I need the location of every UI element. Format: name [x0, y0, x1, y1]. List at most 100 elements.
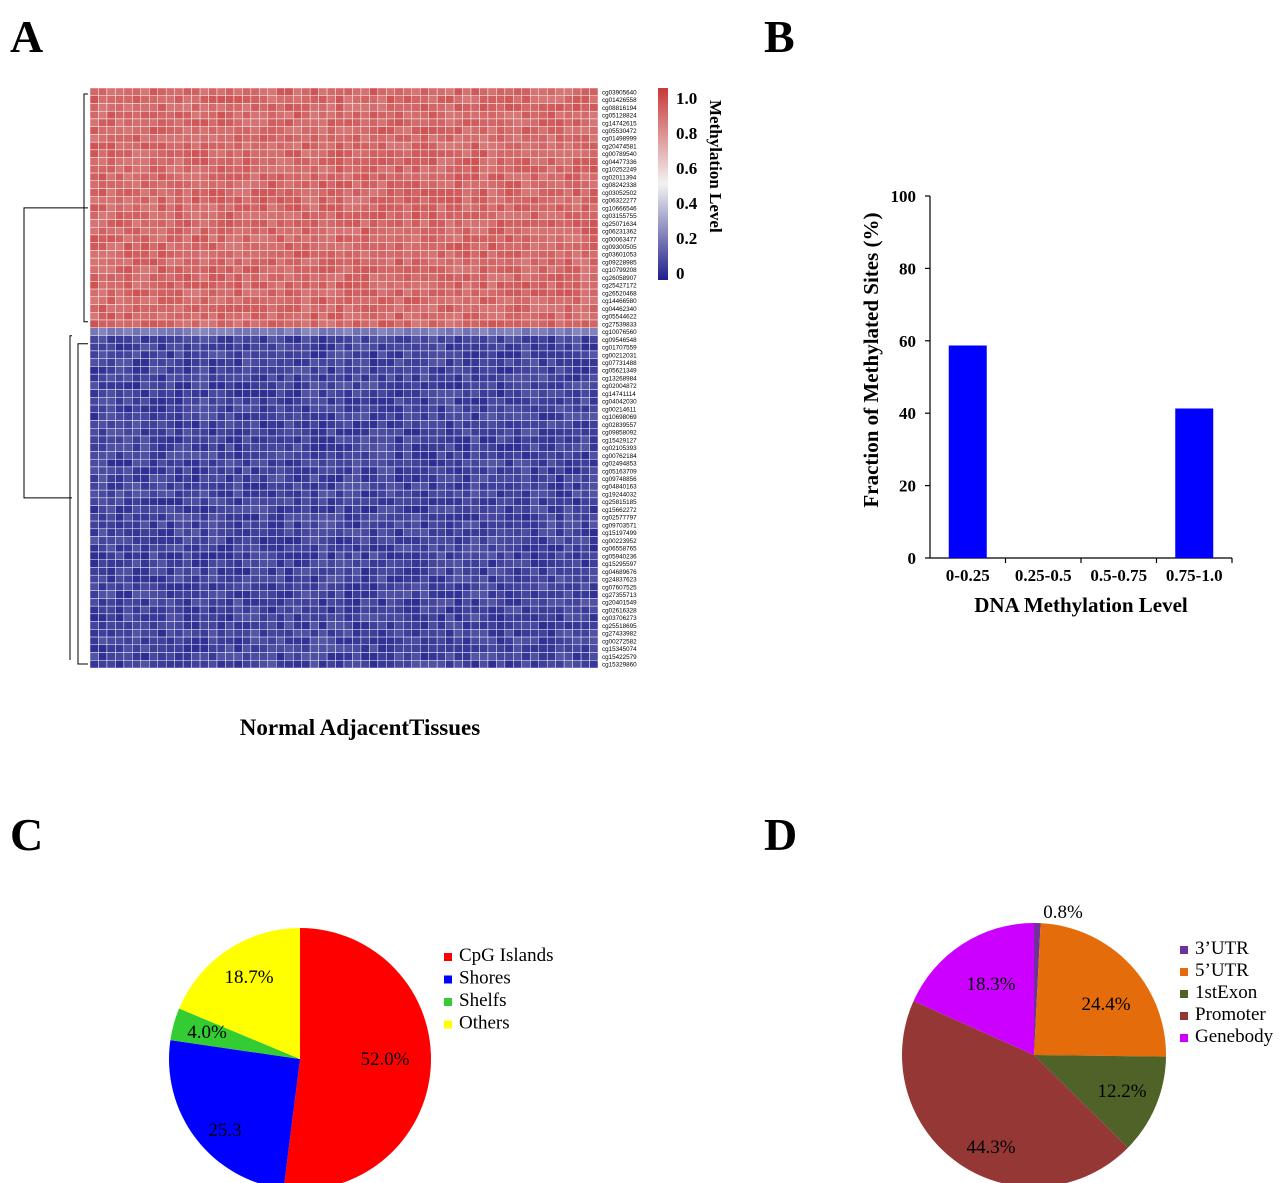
heatmap-cell	[267, 644, 277, 653]
heatmap-cell	[538, 451, 548, 460]
heatmap-cell	[140, 536, 150, 545]
heatmap-cell	[106, 551, 116, 560]
heatmap-cell	[538, 149, 548, 158]
heatmap-cell	[394, 95, 404, 104]
heatmap-cell	[428, 110, 438, 120]
heatmap-cell	[453, 482, 463, 491]
heatmap-cell	[115, 273, 125, 282]
heatmap-cell	[470, 451, 480, 460]
heatmap-cell	[462, 304, 472, 313]
heatmap-cell	[436, 582, 446, 591]
heatmap-cell	[538, 172, 548, 182]
heatmap-cell	[149, 95, 158, 104]
heatmap-cell	[462, 211, 472, 220]
heatmap-cell	[487, 87, 497, 96]
heatmap-cell	[487, 157, 497, 166]
heatmap-cell	[157, 110, 167, 120]
heatmap-cell	[208, 404, 218, 414]
heatmap-cell	[89, 234, 99, 243]
heatmap-cell	[360, 180, 370, 189]
heatmap-cell	[479, 358, 489, 367]
heatmap-cell	[123, 196, 133, 205]
heatmap-cell	[453, 520, 463, 530]
heatmap-cell	[208, 281, 218, 290]
heatmap-cell	[538, 312, 548, 321]
heatmap-cell	[267, 157, 277, 166]
heatmap-cell	[496, 489, 506, 499]
heatmap-cell	[428, 95, 438, 104]
heatmap-cell	[428, 296, 438, 305]
heatmap-cell	[513, 265, 523, 274]
heatmap-cell	[157, 590, 167, 599]
heatmap-cell	[199, 141, 209, 151]
heatmap-cell	[267, 188, 277, 197]
heatmap-cell	[309, 126, 319, 135]
row-label: cg07731488	[602, 360, 637, 367]
heatmap-cell	[589, 489, 599, 499]
heatmap-cell	[157, 559, 167, 568]
heatmap-cell	[487, 451, 497, 460]
heatmap-cell	[386, 373, 396, 383]
heatmap-cell	[563, 242, 573, 251]
heatmap-cell	[140, 366, 150, 375]
heatmap-cell	[225, 404, 235, 414]
heatmap-cell	[538, 373, 548, 383]
heatmap-cell	[445, 613, 455, 622]
heatmap-cell	[369, 660, 379, 669]
heatmap-cell	[326, 265, 336, 274]
row-label: cg04462340	[602, 306, 637, 313]
heatmap-cell	[377, 304, 387, 313]
heatmap-cell	[132, 644, 142, 653]
heatmap-cell	[563, 95, 573, 104]
heatmap-cell	[149, 196, 158, 205]
heatmap-cell	[123, 389, 133, 398]
heatmap-cell	[233, 126, 243, 135]
heatmap-cell	[462, 196, 472, 205]
heatmap-cell	[504, 574, 514, 584]
pie-slice	[1034, 923, 1041, 1055]
heatmap-cell	[335, 443, 345, 452]
heatmap-cell	[149, 605, 158, 615]
heatmap-cell	[284, 211, 294, 220]
heatmap-cell	[479, 172, 489, 182]
heatmap-cell	[487, 141, 497, 151]
heatmap-cell	[428, 621, 438, 630]
heatmap-cell	[149, 644, 158, 653]
heatmap-cell	[208, 103, 218, 112]
heatmap-cell	[98, 451, 108, 460]
heatmap-cell	[479, 126, 489, 135]
heatmap-cell	[546, 605, 556, 615]
heatmap-cell	[318, 180, 328, 189]
heatmap-cell	[343, 87, 353, 96]
heatmap-cell	[521, 141, 531, 151]
heatmap-cell	[259, 644, 269, 653]
heatmap-cell	[89, 520, 99, 530]
heatmap-cell	[563, 358, 573, 367]
heatmap-cell	[326, 149, 336, 158]
heatmap-cell	[106, 435, 116, 444]
heatmap-cell	[513, 629, 523, 638]
heatmap-cell	[326, 621, 336, 630]
heatmap-cell	[335, 288, 345, 298]
heatmap-cell	[106, 203, 116, 212]
heatmap-cell	[386, 319, 396, 328]
heatmap-cell	[360, 288, 370, 298]
heatmap-cell	[546, 559, 556, 568]
heatmap-cell	[453, 342, 463, 352]
heatmap-cell	[140, 257, 150, 267]
heatmap-cell	[470, 644, 480, 653]
heatmap-cell	[403, 613, 412, 622]
heatmap-cell	[132, 165, 142, 174]
heatmap-cell	[580, 211, 590, 220]
heatmap-cell	[106, 304, 116, 313]
heatmap-cell	[106, 412, 116, 421]
heatmap-cell	[496, 613, 506, 622]
heatmap-cell	[377, 513, 387, 522]
heatmap-cell	[149, 520, 158, 530]
heatmap-cell	[369, 474, 379, 483]
heatmap-cell	[436, 474, 446, 483]
heatmap-cell	[157, 296, 167, 305]
heatmap-cell	[428, 513, 438, 522]
heatmap-cell	[462, 567, 472, 576]
heatmap-cell	[343, 389, 353, 398]
